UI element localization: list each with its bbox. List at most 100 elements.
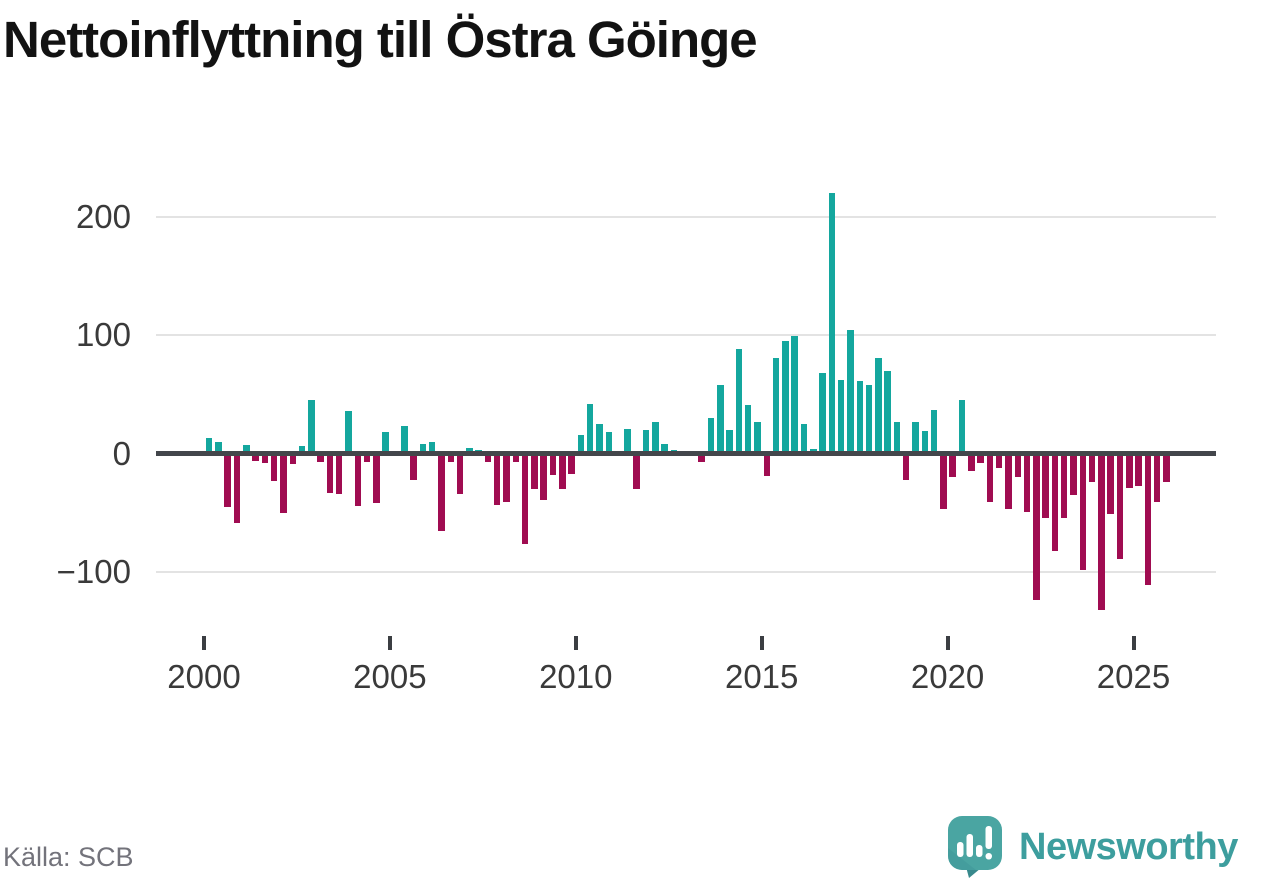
bar-negative — [1033, 453, 1040, 601]
bar-negative — [1116, 453, 1124, 559]
bar-positive — [428, 441, 436, 454]
bar-negative — [1005, 453, 1012, 510]
bar-negative — [902, 453, 910, 480]
x-axis-label: 2000 — [167, 658, 241, 695]
x-axis-tick — [202, 636, 206, 650]
bubble-shade — [948, 848, 976, 870]
x-axis-tick — [1131, 636, 1136, 650]
x-axis-label: 2005 — [353, 658, 427, 695]
bar-negative — [1042, 453, 1049, 518]
bar-positive — [800, 423, 808, 454]
bar-negative — [1144, 453, 1152, 585]
bar-negative — [326, 453, 334, 493]
bar-negative — [521, 453, 529, 544]
bar-positive — [717, 384, 724, 454]
bar-negative — [1070, 453, 1077, 495]
bar-positive — [744, 404, 752, 454]
y-axis-label: 200 — [75, 197, 131, 235]
gridline — [156, 334, 1216, 336]
bar-negative — [261, 453, 269, 463]
bar-positive — [884, 370, 891, 454]
zero-axis-line — [156, 451, 1216, 456]
bar-negative — [531, 453, 538, 490]
bar-negative — [559, 453, 566, 490]
newsworthy-logo-icon — [948, 816, 1002, 878]
bar-negative — [289, 453, 297, 465]
bar-positive — [754, 421, 761, 454]
y-axis-label: 0 — [112, 434, 131, 472]
bar-positive — [661, 444, 668, 454]
bar-negative — [1163, 453, 1170, 482]
bar-negative — [456, 453, 464, 494]
gridline — [156, 215, 1216, 218]
bar-negative — [410, 453, 417, 480]
bar-positive — [828, 192, 836, 454]
y-axis-label: 100 — [75, 316, 131, 353]
x-axis-label: 2015 — [724, 658, 799, 695]
bar-negative — [1060, 453, 1068, 518]
bar-negative — [940, 453, 947, 510]
bar-positive — [865, 384, 873, 454]
bar-negative — [484, 453, 492, 462]
bar-positive — [847, 330, 854, 454]
bar-negative — [949, 453, 956, 478]
newsworthy-logo: Newsworthy — [946, 815, 1238, 878]
bar-negative — [1107, 453, 1114, 514]
y-axis-label: −100 — [56, 553, 131, 590]
bar-positive — [205, 438, 213, 454]
bar-chart-icon — [957, 834, 983, 857]
x-axis-tick — [387, 636, 392, 650]
bar-negative — [995, 453, 1003, 468]
bar-positive — [735, 349, 743, 454]
bar-positive — [772, 357, 780, 454]
bar-positive — [642, 429, 650, 454]
bar-positive — [707, 417, 715, 454]
bar-positive — [605, 432, 613, 454]
bar-negative — [503, 453, 510, 503]
bar-negative — [698, 453, 705, 462]
bar-positive — [893, 421, 901, 454]
bar-positive — [652, 421, 659, 454]
bar-negative — [1135, 453, 1142, 486]
bar-positive — [726, 429, 733, 454]
x-axis-label: 2020 — [910, 658, 985, 695]
x-axis-label: 2025 — [1096, 658, 1171, 695]
x-axis-label: 2010 — [539, 658, 613, 695]
gridline — [156, 571, 1216, 573]
bar-negative — [493, 453, 501, 505]
bar-positive — [401, 426, 408, 454]
bar-negative — [1126, 453, 1133, 488]
bar-negative — [633, 453, 640, 490]
bar-positive — [912, 421, 919, 454]
bar-positive — [624, 428, 631, 454]
bar-positive — [596, 423, 603, 454]
bar-positive — [837, 380, 845, 454]
bar-positive — [382, 432, 389, 454]
bar-negative — [540, 453, 547, 500]
bar-positive — [298, 446, 306, 454]
bar-positive — [930, 409, 938, 454]
bar-negative — [335, 453, 343, 494]
bar-negative — [1023, 453, 1031, 512]
bar-negative — [363, 453, 371, 462]
bar-negative — [568, 453, 575, 474]
bar-positive — [856, 381, 864, 454]
x-axis-tick — [945, 636, 950, 650]
page-title: Nettoinflyttning till Östra Göinge — [3, 11, 758, 68]
bar-negative — [1051, 453, 1059, 551]
bar-negative — [1014, 453, 1022, 478]
newsworthy-logo-text: Newsworthy — [1019, 825, 1238, 868]
bar-negative — [986, 453, 994, 503]
bar-negative — [354, 453, 362, 506]
bar-negative — [763, 453, 771, 476]
bar-negative — [252, 453, 259, 461]
x-axis-tick — [573, 636, 578, 650]
source-label: Källa: SCB — [3, 842, 134, 872]
bar-positive — [215, 441, 222, 454]
bar-negative — [224, 453, 231, 507]
bar-negative — [447, 453, 455, 462]
bar-negative — [280, 453, 287, 513]
bar-positive — [345, 410, 352, 454]
bar-positive — [819, 372, 826, 454]
